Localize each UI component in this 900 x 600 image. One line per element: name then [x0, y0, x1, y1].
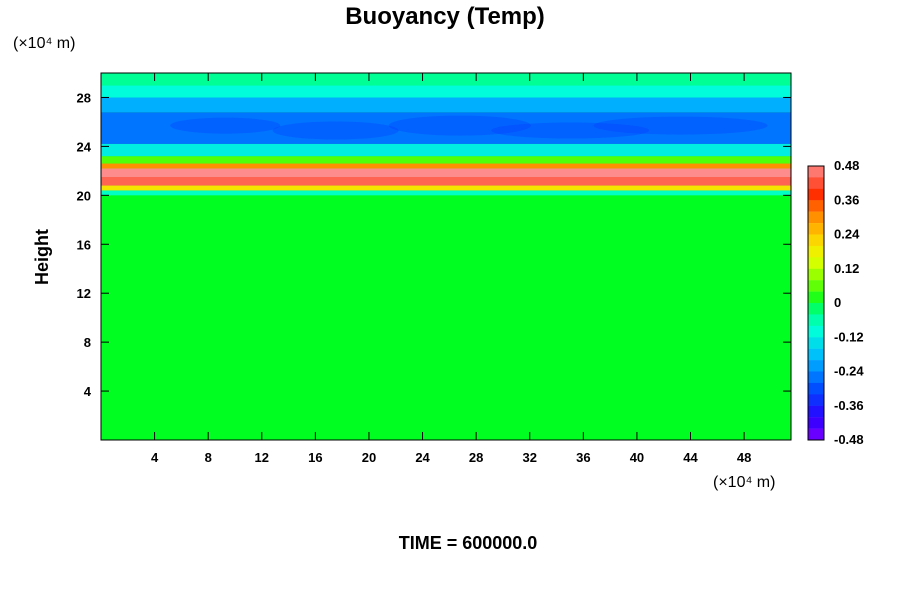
x-tick-label: 24: [415, 450, 430, 465]
plot-area: [100, 72, 792, 441]
buoyancy-band-5: [101, 163, 791, 169]
y-axis-label: Height: [32, 229, 52, 285]
colorbar-label: -0.36: [834, 398, 864, 413]
colorbar-swatch: [808, 280, 824, 292]
chart-title: Buoyancy (Temp): [345, 3, 545, 30]
upper-band-texture-4: [593, 116, 768, 135]
colorbar-swatch: [808, 177, 824, 190]
colorbar-swatch: [808, 291, 824, 304]
upper-band-texture-2: [388, 115, 531, 136]
buoyancy-band-3: [101, 176, 791, 186]
colorbar-swatch: [808, 325, 824, 338]
y-tick-label: 8: [84, 335, 91, 350]
colorbar: 0.48 0.36 0.24 0.12 0 -0.12 -0.24 -0.36 -0.48: [807, 158, 864, 447]
colorbar-swatch: [808, 234, 824, 247]
colorbar-swatch: [808, 166, 824, 178]
buoyancy-band-1: [101, 190, 791, 196]
colorbar-swatch: [808, 360, 824, 372]
colorbar-label: -0.48: [834, 432, 864, 447]
buoyancy-band-8: [101, 112, 791, 144]
buoyancy-band-2: [101, 185, 791, 191]
x-tick-label: 16: [308, 450, 322, 465]
y-tick-label: 4: [84, 384, 92, 399]
x-tick-label: 48: [737, 450, 751, 465]
buoyancy-band-11: [101, 73, 791, 86]
x-tick-label: 20: [362, 450, 376, 465]
x-tick-label: 12: [255, 450, 269, 465]
x-tick-label: 32: [523, 450, 537, 465]
colorbar-label: 0: [834, 295, 841, 310]
x-tick-label: 40: [630, 450, 644, 465]
buoyancy-band-6: [101, 156, 791, 164]
upper-band-texture-1: [272, 121, 399, 140]
buoyancy-band-10: [101, 85, 791, 98]
colorbar-label: -0.24: [834, 364, 864, 379]
x-tick-label: 8: [205, 450, 212, 465]
y-tick-label: 24: [77, 139, 92, 154]
colorbar-frame: [807, 165, 825, 441]
colorbar-label: -0.12: [834, 329, 864, 344]
y-tick-label: 28: [77, 90, 91, 105]
colorbar-swatch: [808, 188, 824, 201]
colorbar-label: 0.24: [834, 227, 860, 242]
colorbar-swatch: [808, 417, 824, 429]
x-tick-label: 4: [151, 450, 159, 465]
colorbar-swatch: [808, 394, 824, 406]
colorbar-swatch: [808, 428, 824, 441]
colorbar-swatch: [808, 314, 824, 327]
colorbar-label: 0.12: [834, 261, 859, 276]
buoyancy-band-9: [101, 97, 791, 113]
colorbar-swatch: [808, 371, 824, 384]
colorbar-label: 0.48: [834, 158, 859, 173]
y-tick-label: 16: [77, 237, 91, 252]
x-axis-unit-label: (×10⁴ m): [713, 474, 775, 491]
colorbar-swatch: [808, 257, 824, 269]
colorbar-swatch: [808, 348, 824, 361]
colorbar-swatch: [808, 211, 824, 224]
buoyancy-band-7: [101, 143, 791, 157]
colorbar-swatch: [808, 337, 824, 349]
colorbar-swatch: [808, 382, 824, 395]
buoyancy-band-0: [101, 195, 791, 440]
buoyancy-band-4: [101, 168, 791, 177]
y-tick-label: 12: [77, 286, 91, 301]
y-tick-label: 20: [77, 188, 91, 203]
plot-frame: [100, 72, 792, 441]
colorbar-swatch: [808, 200, 824, 212]
upper-band-texture-3: [491, 122, 650, 139]
colorbar-swatch: [808, 245, 824, 258]
colorbar-swatch: [808, 405, 824, 418]
colorbar-swatch: [808, 268, 824, 281]
upper-band-texture-0: [170, 117, 281, 134]
colorbar-swatch: [808, 223, 824, 235]
colorbar-label: 0.36: [834, 192, 859, 207]
time-label: TIME = 600000.0: [399, 533, 538, 553]
x-tick-label: 44: [683, 450, 698, 465]
x-tick-label: 28: [469, 450, 483, 465]
colorbar-swatch: [808, 303, 824, 315]
y-axis-unit-label: (×10⁴ m): [13, 35, 75, 52]
x-tick-label: 36: [576, 450, 590, 465]
